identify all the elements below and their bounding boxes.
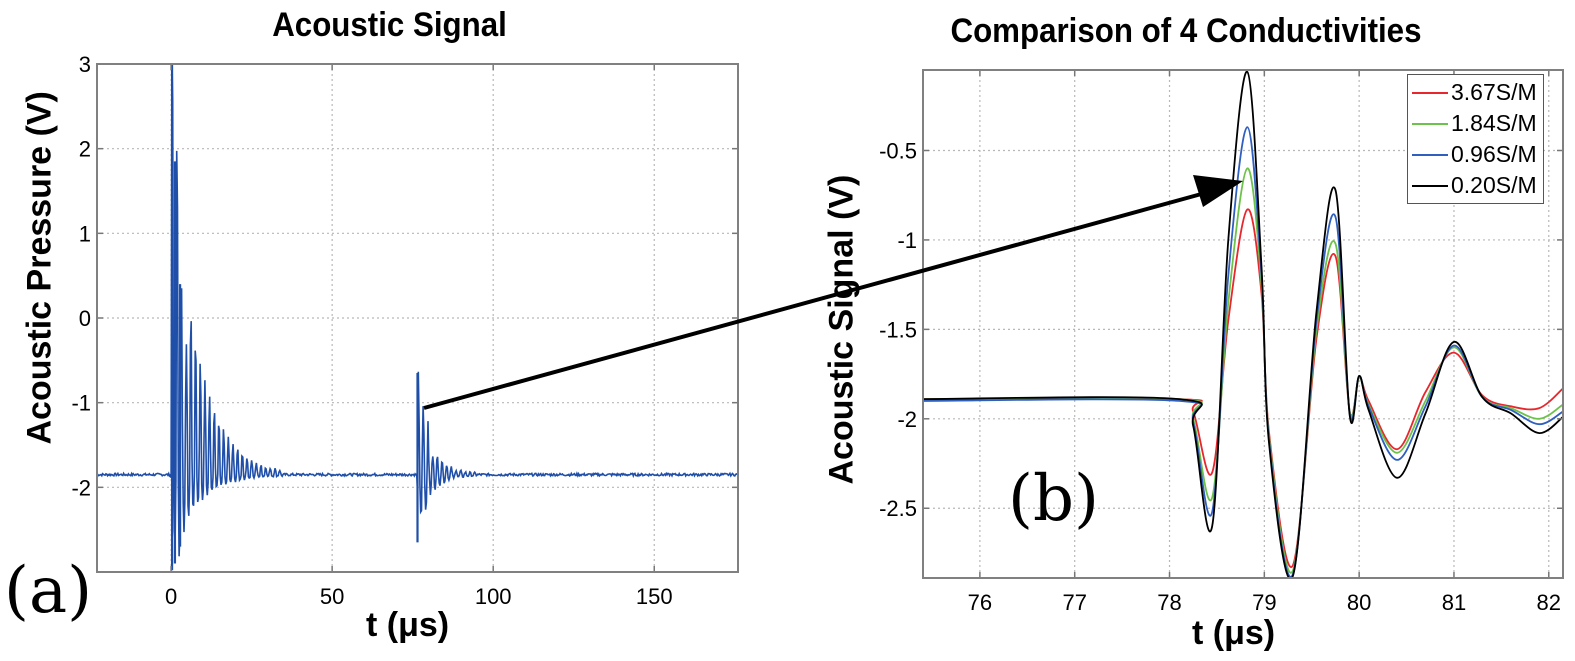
x-tick-label: 78 bbox=[1157, 590, 1181, 615]
panel-b-x-axis-label: t (μs) bbox=[1192, 614, 1276, 652]
legend-swatch-icon bbox=[1412, 153, 1448, 156]
x-tick-label: 79 bbox=[1252, 590, 1276, 615]
panel-a-x-axis-label: t (μs) bbox=[366, 606, 450, 644]
panel-b-tick-labels: 76 77 78 79 80 81 82 -0.5 -1 -1.5 -2 -2.5 bbox=[879, 138, 1561, 615]
legend-label: 1.84S/M bbox=[1451, 110, 1537, 136]
x-tick-label: 100 bbox=[475, 584, 512, 609]
legend-label: 0.96S/M bbox=[1451, 141, 1537, 167]
legend-item: 1.84S/M bbox=[1412, 108, 1537, 139]
y-tick-label: -1 bbox=[897, 228, 917, 253]
panel-b-signal-lines bbox=[923, 70, 1563, 578]
x-tick-label: 50 bbox=[320, 584, 344, 609]
panel-b-title: Comparison of 4 Conductivities bbox=[950, 12, 1422, 50]
legend-swatch-icon bbox=[1412, 91, 1448, 94]
legend-item: 0.96S/M bbox=[1412, 139, 1537, 170]
x-tick-label: 81 bbox=[1442, 590, 1466, 615]
panel-a-y-axis-label: Acoustic Pressure (V) bbox=[20, 91, 59, 445]
y-tick-label: -2 bbox=[897, 407, 917, 432]
legend-swatch-icon bbox=[1412, 122, 1448, 125]
y-tick-label: -0.5 bbox=[879, 138, 917, 163]
panel-a-signal-line bbox=[97, 64, 738, 571]
panel-a-title: Acoustic Signal bbox=[272, 6, 507, 44]
arrow-head-icon bbox=[1193, 175, 1243, 207]
panel-b-y-axis-label: Acoustic Signal (V) bbox=[822, 174, 861, 485]
x-tick-label: 0 bbox=[165, 584, 177, 609]
legend-swatch-icon bbox=[1412, 184, 1448, 187]
x-tick-label: 77 bbox=[1062, 590, 1086, 615]
y-tick-label: 3 bbox=[79, 52, 91, 77]
legend-item: 0.20S/M bbox=[1412, 170, 1537, 201]
legend-item: 3.67S/M bbox=[1412, 77, 1537, 108]
series-line-0.20S/M bbox=[923, 70, 1563, 578]
y-tick-label: 2 bbox=[79, 137, 91, 162]
legend-label: 0.20S/M bbox=[1451, 172, 1537, 198]
panel-b-letter: (b) bbox=[1008, 462, 1099, 536]
x-tick-label: 150 bbox=[636, 584, 673, 609]
x-tick-label: 80 bbox=[1347, 590, 1371, 615]
panel-a-tick-labels: 0 50 100 150 -2 -1 0 1 2 3 bbox=[71, 52, 672, 609]
legend-label: 3.67S/M bbox=[1451, 79, 1537, 105]
y-tick-label: 1 bbox=[79, 221, 91, 246]
panel-b-legend: 3.67S/M 1.84S/M 0.96S/M 0.20S/M bbox=[1407, 74, 1544, 204]
y-tick-label: -2 bbox=[71, 475, 91, 500]
x-tick-label: 82 bbox=[1537, 590, 1561, 615]
y-tick-label: -1.5 bbox=[879, 317, 917, 342]
zoom-arrow bbox=[423, 175, 1243, 410]
x-tick-label: 76 bbox=[968, 590, 992, 615]
y-tick-label: 0 bbox=[79, 306, 91, 331]
panel-b-axes-frame bbox=[922, 69, 1564, 579]
y-tick-label: -2.5 bbox=[879, 496, 917, 521]
y-tick-label: -1 bbox=[71, 391, 91, 416]
panel-a-axes-frame bbox=[96, 63, 739, 573]
panel-a-letter: (a) bbox=[4, 554, 93, 628]
